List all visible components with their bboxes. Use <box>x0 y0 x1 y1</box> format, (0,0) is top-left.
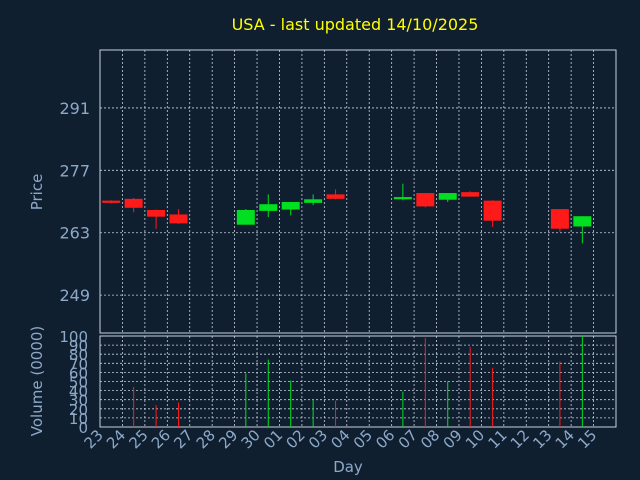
candle-body <box>416 193 435 207</box>
price-frame <box>99 49 617 334</box>
candle-body <box>304 199 323 203</box>
candle-body <box>169 214 188 224</box>
volume-tick-label: 60 <box>69 364 88 382</box>
price-tick-label: 277 <box>59 161 90 180</box>
x-tick-label: 15 <box>574 426 600 452</box>
price-tick-label: 249 <box>59 286 90 305</box>
volume-tick-label: 40 <box>69 383 88 401</box>
volume-frame <box>99 335 617 428</box>
candle-body <box>147 209 166 217</box>
chart-title: USA - last updated 14/10/2025 <box>232 15 479 34</box>
candle-body <box>550 209 569 229</box>
candle-body <box>483 200 502 221</box>
volume-tick-label: 90 <box>69 337 88 355</box>
volume-tick-label: 50 <box>69 374 88 392</box>
candle-body <box>438 193 457 200</box>
candle-body <box>573 216 592 227</box>
volume-tick-label: 70 <box>69 355 88 373</box>
candle-body <box>281 201 300 210</box>
volume-tick-label: 20 <box>69 401 88 419</box>
volume-axis-label: Volume (0000) <box>28 326 46 436</box>
candle-body <box>102 200 121 203</box>
price-tick-label: 263 <box>59 224 90 243</box>
x-axis: 2324252627282930010203040506070809101112… <box>81 426 601 452</box>
volume-tick-label: 10 <box>69 410 88 428</box>
price-panel: 249 263 277 291 <box>59 49 617 334</box>
candle-body <box>326 194 345 199</box>
volume-tick-label: 30 <box>69 392 88 410</box>
candle-body <box>236 209 255 225</box>
price-tick-label: 291 <box>59 99 90 118</box>
volume-tick-label: 0 <box>78 419 88 437</box>
volume-tick-label: 100 <box>59 328 88 346</box>
candle-body <box>124 198 143 208</box>
volume-tick-label: 80 <box>69 346 88 364</box>
x-axis-label: Day <box>333 458 363 476</box>
candle-body <box>461 192 480 197</box>
candle-body <box>393 197 412 200</box>
price-axis-label: Price <box>28 174 46 211</box>
candle-body <box>259 204 278 211</box>
